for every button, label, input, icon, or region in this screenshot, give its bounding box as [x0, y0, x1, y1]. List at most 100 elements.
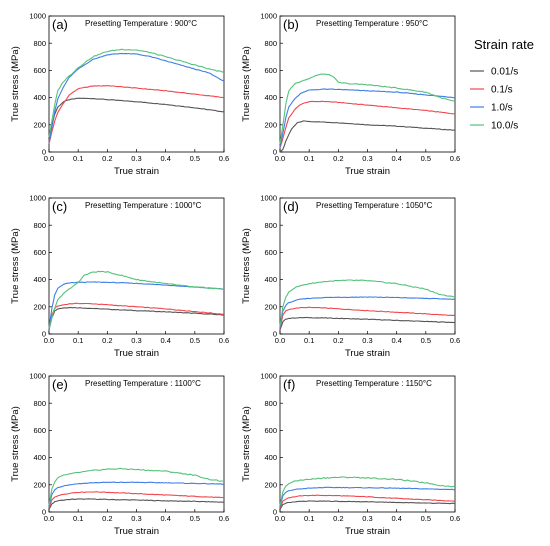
x-axis-label: True strain — [114, 526, 159, 537]
y-tick-label: 400 — [264, 275, 277, 284]
y-tick-label: 600 — [33, 248, 46, 257]
legend-title: Strain rate — [474, 37, 534, 52]
x-tick-label: 0.5 — [421, 154, 431, 163]
x-tick-label: 0.2 — [333, 336, 343, 345]
y-axis-label: True stress (MPa) — [241, 406, 252, 482]
series-line — [48, 48, 225, 138]
panel-a: 0.0 0.1 0.2 0.3 0.4 0.5 0.6 0 200 400 600 800 1000 (a… — [10, 12, 229, 177]
x-tick-label: 0.3 — [131, 514, 141, 523]
x-tick-label: 0.4 — [160, 336, 170, 345]
y-tick-label: 1000 — [29, 12, 46, 21]
series-line — [48, 481, 225, 507]
y-tick-label: 400 — [264, 93, 277, 102]
panel-letter: (a) — [52, 17, 68, 32]
y-tick-label: 600 — [264, 66, 277, 75]
y-tick-label: 600 — [264, 426, 277, 435]
panel-title: Presetting Temperature : 1000°C — [85, 201, 202, 210]
x-tick-label: 0.6 — [219, 154, 229, 163]
panel-c: 0.0 0.1 0.2 0.3 0.4 0.5 0.6 0 200 400 600 800 1000 (c… — [10, 194, 229, 359]
y-axis-label: True stress (MPa) — [10, 228, 21, 304]
x-tick-label: 0.1 — [73, 514, 83, 523]
plot-frame — [48, 15, 225, 153]
y-tick-label: 200 — [33, 302, 46, 311]
series-line — [48, 302, 225, 329]
y-tick-label: 200 — [264, 480, 277, 489]
legend-label: 1.0/s — [491, 103, 513, 114]
series-line — [279, 73, 456, 144]
panel-e: 0.0 0.1 0.2 0.3 0.4 0.5 0.6 0 200 400 600 800 1000 (e… — [10, 372, 229, 537]
x-tick-label: 0.5 — [421, 514, 431, 523]
x-tick-label: 0.1 — [304, 514, 314, 523]
y-axis-label: True stress (MPa) — [10, 406, 21, 482]
series-line — [48, 491, 225, 509]
x-tick-label: 0.1 — [304, 336, 314, 345]
y-tick-label: 400 — [33, 275, 46, 284]
y-tick-label: 200 — [264, 120, 277, 129]
y-tick-label: 0 — [273, 330, 277, 339]
y-axis-label: True stress (MPa) — [241, 46, 252, 122]
panel-letter: (d) — [283, 199, 299, 214]
x-tick-label: 0.3 — [131, 154, 141, 163]
x-tick-label: 0.0 — [44, 514, 54, 523]
x-tick-label: 0.0 — [44, 154, 54, 163]
series-line — [48, 97, 225, 142]
panel-d: 0.0 0.1 0.2 0.3 0.4 0.5 0.6 0 200 400 600 800 1000 (d… — [241, 194, 460, 359]
plot-frame — [279, 15, 456, 153]
y-tick-label: 400 — [33, 453, 46, 462]
x-tick-label: 0.0 — [275, 154, 285, 163]
x-tick-label: 0.3 — [362, 154, 372, 163]
y-tick-label: 1000 — [260, 12, 277, 21]
x-tick-label: 0.5 — [421, 336, 431, 345]
y-tick-label: 200 — [264, 302, 277, 311]
series-line — [279, 100, 456, 149]
x-tick-label: 0.6 — [219, 336, 229, 345]
y-tick-label: 800 — [33, 39, 46, 48]
x-tick-label: 0.4 — [391, 514, 401, 523]
x-tick-label: 0.6 — [219, 514, 229, 523]
series-line — [279, 120, 456, 153]
x-axis-label: True strain — [345, 348, 390, 359]
series-line — [279, 486, 455, 507]
x-tick-label: 0.5 — [190, 154, 200, 163]
series-line — [48, 306, 225, 331]
panel-letter: (b) — [283, 17, 299, 32]
x-tick-label: 0.0 — [275, 336, 285, 345]
y-tick-label: 800 — [264, 399, 277, 408]
y-tick-label: 1000 — [29, 194, 46, 203]
x-tick-label: 0.1 — [73, 336, 83, 345]
y-tick-label: 0 — [42, 330, 46, 339]
x-axis-label: True strain — [114, 166, 159, 177]
x-tick-label: 0.5 — [190, 514, 200, 523]
y-tick-label: 0 — [42, 148, 46, 157]
x-tick-label: 0.0 — [275, 514, 285, 523]
y-axis-label: True stress (MPa) — [241, 228, 252, 304]
legend-label: 0.1/s — [491, 85, 513, 96]
y-tick-label: 1000 — [29, 372, 46, 381]
x-tick-label: 0.2 — [333, 154, 343, 163]
series-line — [279, 476, 456, 506]
x-tick-label: 0.6 — [450, 154, 460, 163]
x-tick-label: 0.3 — [131, 336, 141, 345]
legend-label: 0.01/s — [491, 67, 518, 78]
panel-title: Presetting Temperature : 950°C — [316, 19, 428, 28]
panel-title: Presetting Temperature : 1150°C — [316, 379, 432, 388]
series-line — [279, 279, 456, 326]
y-tick-label: 0 — [42, 508, 46, 517]
series-line — [48, 85, 225, 144]
panel-title: Presetting Temperature : 1050°C — [316, 201, 433, 210]
x-tick-label: 0.6 — [450, 514, 460, 523]
series-line — [48, 270, 224, 329]
series-line — [279, 88, 456, 147]
x-tick-label: 0.2 — [102, 514, 112, 523]
legend: Strain rate 0.01/s 0.1/s 1.0/s 10.0/s — [470, 37, 534, 132]
series-line — [279, 500, 456, 510]
y-axis-label: True stress (MPa) — [10, 46, 21, 122]
x-tick-label: 0.1 — [304, 154, 314, 163]
panel-letter: (c) — [52, 199, 67, 214]
panel-f: 0.0 0.1 0.2 0.3 0.4 0.5 0.6 0 200 400 600 800 1000 (f… — [241, 372, 460, 537]
y-tick-label: 800 — [264, 39, 277, 48]
x-axis-label: True strain — [345, 166, 390, 177]
panel-letter: (f) — [283, 377, 295, 392]
x-axis-label: True strain — [114, 348, 159, 359]
series-line — [48, 498, 224, 510]
